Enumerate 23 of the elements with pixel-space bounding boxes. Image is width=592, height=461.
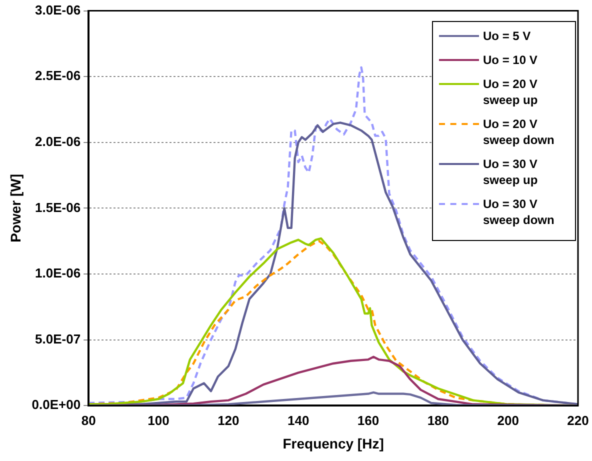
y-tick-label: 5.0E-07 (35, 331, 81, 346)
legend-label: Uo = 30 V sweep up (483, 156, 539, 188)
y-tick-label: 1.5E-06 (35, 200, 81, 215)
x-tick-label: 160 (357, 412, 380, 428)
legend-label: Uo = 30 V sweep down (483, 196, 556, 228)
y-tick-label: 2.5E-06 (35, 68, 81, 84)
x-tick-label: 80 (81, 412, 96, 428)
y-tick-label: 1.0E-06 (35, 266, 81, 281)
legend-label: Uo = 20 V sweep down (483, 116, 556, 148)
y-tick-label: 2.0E-06 (35, 134, 81, 149)
legend-label: Uo = 10 V (483, 52, 538, 68)
x-tick-label: 180 (427, 412, 450, 428)
x-tick-label: 100 (148, 412, 170, 428)
x-tick-label: 140 (287, 412, 310, 428)
x-tick-label: 220 (567, 412, 589, 428)
x-tick-label: 120 (218, 412, 240, 428)
y-axis-title: Power [W] (7, 174, 24, 242)
y-tick-label: 0.0E+00 (32, 397, 81, 412)
x-axis-title: Frequency [Hz] (282, 435, 384, 452)
legend-label: Uo = 5 V (483, 28, 531, 44)
y-tick-label: 3.0E-06 (35, 2, 81, 18)
x-tick-label: 200 (497, 412, 519, 428)
legend-label: Uo = 20 V sweep up (483, 76, 539, 108)
